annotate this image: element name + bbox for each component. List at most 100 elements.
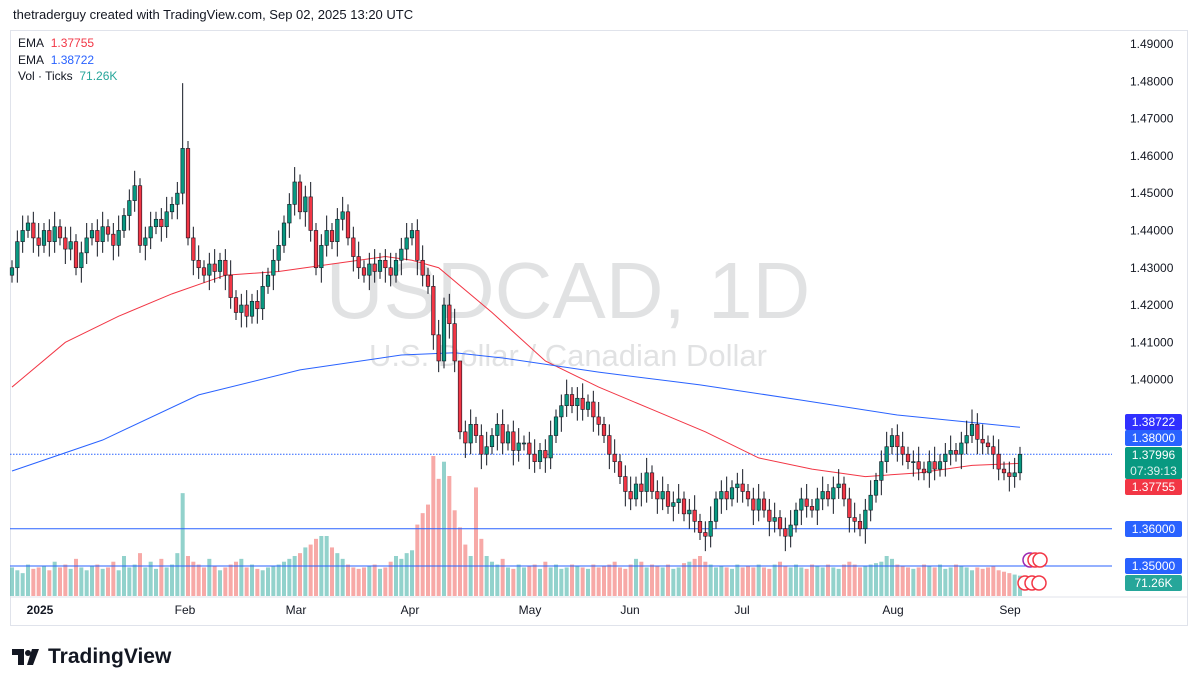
candle-body bbox=[692, 509, 697, 522]
candle-body bbox=[324, 230, 329, 246]
candle-body bbox=[591, 401, 596, 418]
volume-bar bbox=[943, 568, 948, 596]
legend-ema-slow[interactable]: EMA 1.38722 bbox=[18, 52, 95, 67]
volume-bar bbox=[36, 567, 41, 596]
candle-body bbox=[815, 498, 820, 511]
volume-bar bbox=[895, 564, 900, 596]
volume-bar bbox=[164, 567, 169, 596]
candle-body bbox=[356, 256, 361, 269]
volume-bar bbox=[975, 567, 980, 596]
volume-bar bbox=[367, 566, 372, 596]
volume-bar bbox=[287, 558, 292, 596]
candle-body bbox=[559, 405, 564, 418]
volume-bar bbox=[500, 558, 505, 596]
candle-body bbox=[148, 226, 153, 239]
countdown: 07:39:13 bbox=[1130, 464, 1177, 478]
volume-bar bbox=[218, 570, 222, 596]
x-tick-label: Apr bbox=[401, 603, 420, 617]
volume-bar bbox=[932, 567, 937, 596]
candle-body bbox=[447, 304, 452, 324]
volume-bar bbox=[570, 564, 574, 596]
y-tick-label: 1.41000 bbox=[1130, 335, 1174, 349]
volume-bar bbox=[410, 550, 414, 596]
candle-body bbox=[281, 222, 287, 246]
volume-bar bbox=[778, 561, 782, 596]
candle-body bbox=[271, 259, 276, 276]
volume-bar bbox=[84, 570, 89, 596]
candle-body bbox=[228, 274, 233, 298]
candle-body bbox=[345, 211, 351, 239]
candle-body bbox=[585, 401, 591, 410]
candle-body bbox=[68, 241, 73, 250]
volume-bar bbox=[239, 558, 244, 596]
price-label: 1.38722 bbox=[1125, 414, 1182, 430]
candle-body bbox=[52, 226, 57, 242]
candle-body bbox=[207, 263, 212, 276]
volume-bar bbox=[852, 564, 857, 596]
candle-body bbox=[308, 196, 313, 231]
volume-bar bbox=[938, 564, 942, 596]
candle-body bbox=[735, 483, 740, 489]
volume-bar bbox=[559, 568, 564, 596]
volume-bar bbox=[735, 564, 740, 596]
candle-body bbox=[703, 532, 708, 537]
volume-bar bbox=[31, 568, 36, 596]
candle-body bbox=[431, 286, 436, 336]
price-label: 71.26K bbox=[1125, 575, 1182, 591]
candle-body bbox=[996, 453, 1001, 470]
candle-body bbox=[756, 498, 761, 511]
chart-frame[interactable] bbox=[10, 30, 1188, 626]
legend-ema-fast[interactable]: EMA 1.37755 bbox=[18, 36, 95, 50]
indicator-legend: EMA 1.37755 EMA 1.38722 Vol · Ticks 71.2… bbox=[18, 35, 117, 85]
volume-bar bbox=[724, 567, 729, 596]
volume-bar bbox=[202, 567, 206, 596]
volume-bar bbox=[719, 566, 724, 596]
volume-bar bbox=[255, 568, 260, 596]
candle-body bbox=[303, 196, 308, 213]
volume-bar bbox=[580, 567, 585, 596]
volume-bar bbox=[868, 564, 873, 596]
candle-body bbox=[377, 259, 383, 272]
volume-bar bbox=[890, 558, 894, 596]
candle-body bbox=[409, 230, 415, 239]
volume-bar bbox=[356, 568, 361, 596]
candle-body bbox=[79, 252, 84, 269]
volume-bar bbox=[207, 558, 212, 596]
candle-body bbox=[1017, 454, 1023, 474]
x-tick-label: Sep bbox=[999, 603, 1021, 617]
candle-body bbox=[612, 453, 617, 462]
legend-volume[interactable]: Vol · Ticks 71.26K bbox=[18, 69, 118, 83]
volume-bar bbox=[490, 561, 494, 596]
volume-bar bbox=[628, 564, 633, 596]
volume-bar bbox=[746, 566, 750, 596]
candle-body bbox=[468, 424, 473, 444]
volume-bar bbox=[282, 561, 286, 596]
candle-body bbox=[335, 218, 340, 242]
volume-bar bbox=[95, 564, 100, 596]
candle-body bbox=[31, 222, 36, 239]
volume-bar bbox=[991, 566, 996, 596]
candle-body bbox=[153, 218, 159, 228]
candle-body bbox=[751, 498, 756, 511]
price-label: 1.36000 bbox=[1125, 521, 1182, 537]
candle-body bbox=[164, 211, 169, 228]
candle-body bbox=[180, 148, 185, 194]
volume-bar bbox=[751, 567, 756, 596]
volume-bar bbox=[804, 568, 809, 596]
tradingview-logo: TradingView bbox=[12, 645, 171, 669]
candle-body bbox=[628, 491, 633, 500]
volume-bar bbox=[79, 567, 84, 596]
volume-bar bbox=[591, 564, 596, 596]
volume-bar bbox=[511, 568, 516, 596]
candle-body bbox=[367, 263, 372, 276]
volume-bar bbox=[298, 553, 302, 596]
candle-body bbox=[740, 483, 745, 492]
candle-body bbox=[537, 450, 543, 462]
candle-body bbox=[1012, 472, 1017, 477]
candle-body bbox=[980, 438, 985, 444]
volume-bar bbox=[612, 561, 617, 596]
volume-bar bbox=[420, 513, 425, 596]
candle-body bbox=[985, 442, 991, 448]
volume-bar bbox=[970, 570, 974, 596]
